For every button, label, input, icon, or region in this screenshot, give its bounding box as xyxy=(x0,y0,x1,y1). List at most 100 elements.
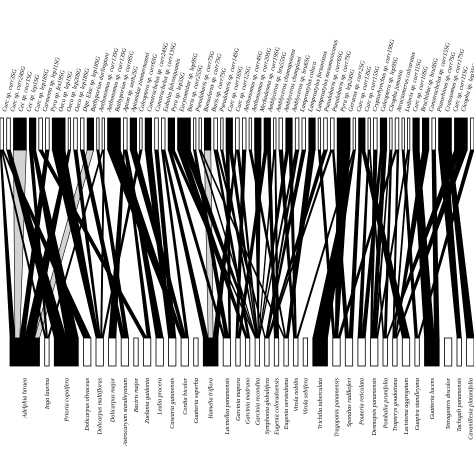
plant-bar xyxy=(424,337,440,367)
plant-label: Virola nobilis xyxy=(293,377,300,411)
consumer-bar xyxy=(139,117,143,151)
plant-bar xyxy=(254,337,260,367)
consumer-bar xyxy=(438,117,452,151)
consumer-bar xyxy=(193,117,197,151)
plant-bar xyxy=(401,337,411,367)
consumer-bar xyxy=(198,117,202,151)
plant-bar xyxy=(142,337,152,367)
plant-bar xyxy=(357,337,366,367)
plant-label: Bactris major xyxy=(133,377,140,412)
consumer-bar xyxy=(421,117,430,151)
consumer-bar xyxy=(144,117,152,151)
plant-bar xyxy=(108,337,117,367)
consumer-bar xyxy=(129,117,137,151)
plant-label: Garcinia madruno xyxy=(245,378,252,424)
plant-label: Dolicarpus multiflorus xyxy=(97,377,104,435)
plant-bar xyxy=(180,337,189,367)
consumer-bar xyxy=(285,117,293,151)
consumer-bar xyxy=(6,117,11,151)
consumer-bar xyxy=(80,117,85,151)
plant-label: Eugenia oerstediana xyxy=(283,378,290,430)
consumer-bar xyxy=(454,117,468,151)
consumer-bar xyxy=(323,117,328,151)
plant-label: Tachigali panamensis xyxy=(456,377,463,432)
consumer-bar xyxy=(51,117,66,151)
plant-bars xyxy=(9,337,474,367)
plant-bar xyxy=(283,337,289,367)
plant-bar xyxy=(155,337,164,367)
consumer-bar xyxy=(294,117,300,151)
plant-label: Astrocaryum standleyanum xyxy=(122,377,129,446)
plant-bar xyxy=(370,337,379,367)
consumer-bar xyxy=(177,117,191,151)
plant-bar xyxy=(443,337,453,367)
plant-bar xyxy=(414,337,420,367)
consumer-bar xyxy=(101,117,105,151)
consumer-bar xyxy=(45,117,50,151)
plant-label: Pouteria reticulata xyxy=(359,378,366,426)
consumer-bar xyxy=(96,117,100,151)
plant-label: Virola sebifera xyxy=(302,378,309,415)
consumer-bar xyxy=(330,117,335,151)
plant-label: Tetragastris discolor xyxy=(445,377,452,429)
consumer-bar xyxy=(225,117,233,151)
plant-bar xyxy=(332,337,341,367)
plant-label: Cavanillesia platanifolia xyxy=(467,378,474,440)
consumer-bar xyxy=(203,117,212,151)
plant-label: Prioria copaifera xyxy=(63,378,70,422)
plant-bar xyxy=(83,337,92,367)
plant-label: Lealia procera xyxy=(157,378,164,416)
plant-bar xyxy=(95,337,104,367)
consumer-bar xyxy=(301,117,306,151)
plant-label: Cordia bicolor xyxy=(182,377,189,414)
plant-bar xyxy=(193,337,199,367)
consumer-bar xyxy=(67,117,71,151)
plant-label: Casearia guianensis xyxy=(169,377,176,428)
consumer-bar xyxy=(213,117,218,151)
interaction-links xyxy=(0,149,474,339)
plant-label: Lacistema aggregatum xyxy=(403,377,410,435)
consumer-bar xyxy=(401,117,405,151)
plant-label: Desmopsis panamensis xyxy=(371,377,378,436)
consumer-bar xyxy=(263,117,271,151)
consumer-bar xyxy=(278,117,283,151)
plant-label: Pombalia prunifolia xyxy=(382,378,389,429)
consumer-bar xyxy=(367,117,371,151)
consumer-bar xyxy=(379,117,388,151)
plant-label: Garcinia recondita xyxy=(254,378,261,425)
consumer-bar xyxy=(38,117,43,151)
plant-bar xyxy=(312,337,328,367)
consumer-bar xyxy=(358,117,366,151)
consumer-bar xyxy=(373,117,378,151)
consumer-bar xyxy=(241,117,247,151)
consumer-bar xyxy=(13,117,27,151)
plant-bar xyxy=(456,337,462,367)
consumer-bar xyxy=(220,117,224,151)
plant-label: Spondias radlkoferi xyxy=(346,378,353,427)
plant-bar xyxy=(264,337,270,367)
plant-label: Lacmellea panamensis xyxy=(224,377,231,435)
consumer-bar xyxy=(431,117,436,151)
consumer-bar xyxy=(308,117,316,151)
plant-label: Hamelia triflora xyxy=(208,378,215,420)
plant-label: Trapterys goudotiana xyxy=(392,378,399,431)
consumer-bar xyxy=(235,117,240,151)
plant-label: Dolicarpus olivaceus xyxy=(84,377,91,431)
consumer-bar xyxy=(317,117,322,151)
interaction-link xyxy=(431,149,440,339)
plant-bar xyxy=(293,337,299,367)
consumer-bar xyxy=(123,117,128,151)
plant-bar xyxy=(235,337,241,367)
plant-label: Trichilia tuberculata xyxy=(317,378,324,429)
plant-bar xyxy=(344,337,354,367)
plant-label: Guatteria superba xyxy=(193,378,200,424)
consumer-bar xyxy=(273,117,277,151)
plant-bar xyxy=(53,337,79,367)
consumer-bar xyxy=(389,117,393,151)
consumer-bar xyxy=(352,117,356,151)
plant-bar xyxy=(120,337,129,367)
consumer-bars xyxy=(0,117,474,151)
plant-label: Adelphia hiraea xyxy=(22,378,29,419)
plant-bar xyxy=(273,337,280,367)
plant-bar xyxy=(466,337,474,367)
